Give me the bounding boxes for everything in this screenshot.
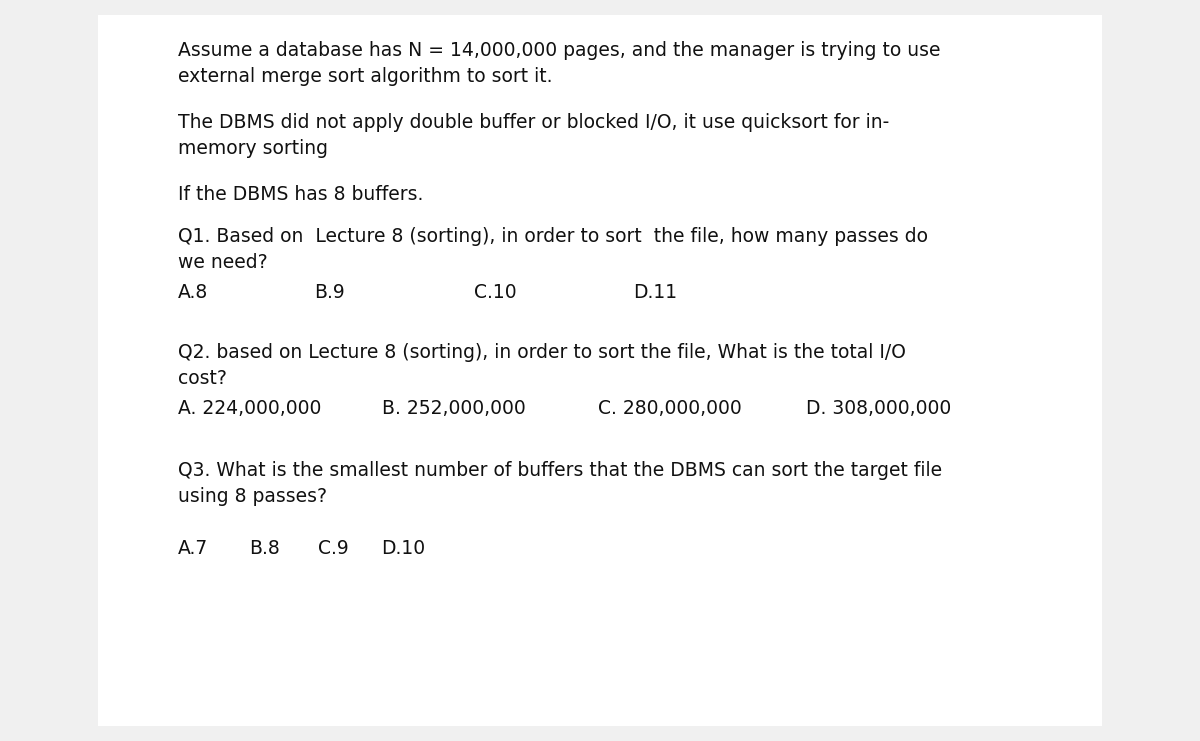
Text: B. 252,000,000: B. 252,000,000 — [382, 399, 526, 418]
Text: D.11: D.11 — [634, 283, 678, 302]
Text: Q1. Based on  Lecture 8 (sorting), in order to sort  the file, how many passes d: Q1. Based on Lecture 8 (sorting), in ord… — [178, 227, 928, 247]
Text: D.10: D.10 — [382, 539, 426, 559]
FancyBboxPatch shape — [98, 15, 1102, 726]
Text: memory sorting: memory sorting — [178, 139, 328, 158]
Text: A. 224,000,000: A. 224,000,000 — [178, 399, 320, 418]
Text: B.8: B.8 — [250, 539, 281, 559]
Text: Assume a database has N = 14,000,000 pages, and the manager is trying to use: Assume a database has N = 14,000,000 pag… — [178, 41, 940, 60]
Text: If the DBMS has 8 buffers.: If the DBMS has 8 buffers. — [178, 185, 422, 204]
Text: D. 308,000,000: D. 308,000,000 — [806, 399, 952, 418]
Text: B.9: B.9 — [314, 283, 346, 302]
Text: The DBMS did not apply double buffer or blocked I/O, it use quicksort for in-: The DBMS did not apply double buffer or … — [178, 113, 889, 132]
Text: A.8: A.8 — [178, 283, 208, 302]
Text: Q3. What is the smallest number of buffers that the DBMS can sort the target fil: Q3. What is the smallest number of buffe… — [178, 461, 942, 480]
Text: cost?: cost? — [178, 369, 227, 388]
Text: using 8 passes?: using 8 passes? — [178, 487, 326, 506]
Text: C.9: C.9 — [318, 539, 349, 559]
Text: A.7: A.7 — [178, 539, 208, 559]
Text: C.10: C.10 — [474, 283, 517, 302]
Text: external merge sort algorithm to sort it.: external merge sort algorithm to sort it… — [178, 67, 552, 86]
Text: we need?: we need? — [178, 253, 268, 273]
Text: Q2. based on Lecture 8 (sorting), in order to sort the file, What is the total I: Q2. based on Lecture 8 (sorting), in ord… — [178, 343, 906, 362]
Text: C. 280,000,000: C. 280,000,000 — [598, 399, 742, 418]
